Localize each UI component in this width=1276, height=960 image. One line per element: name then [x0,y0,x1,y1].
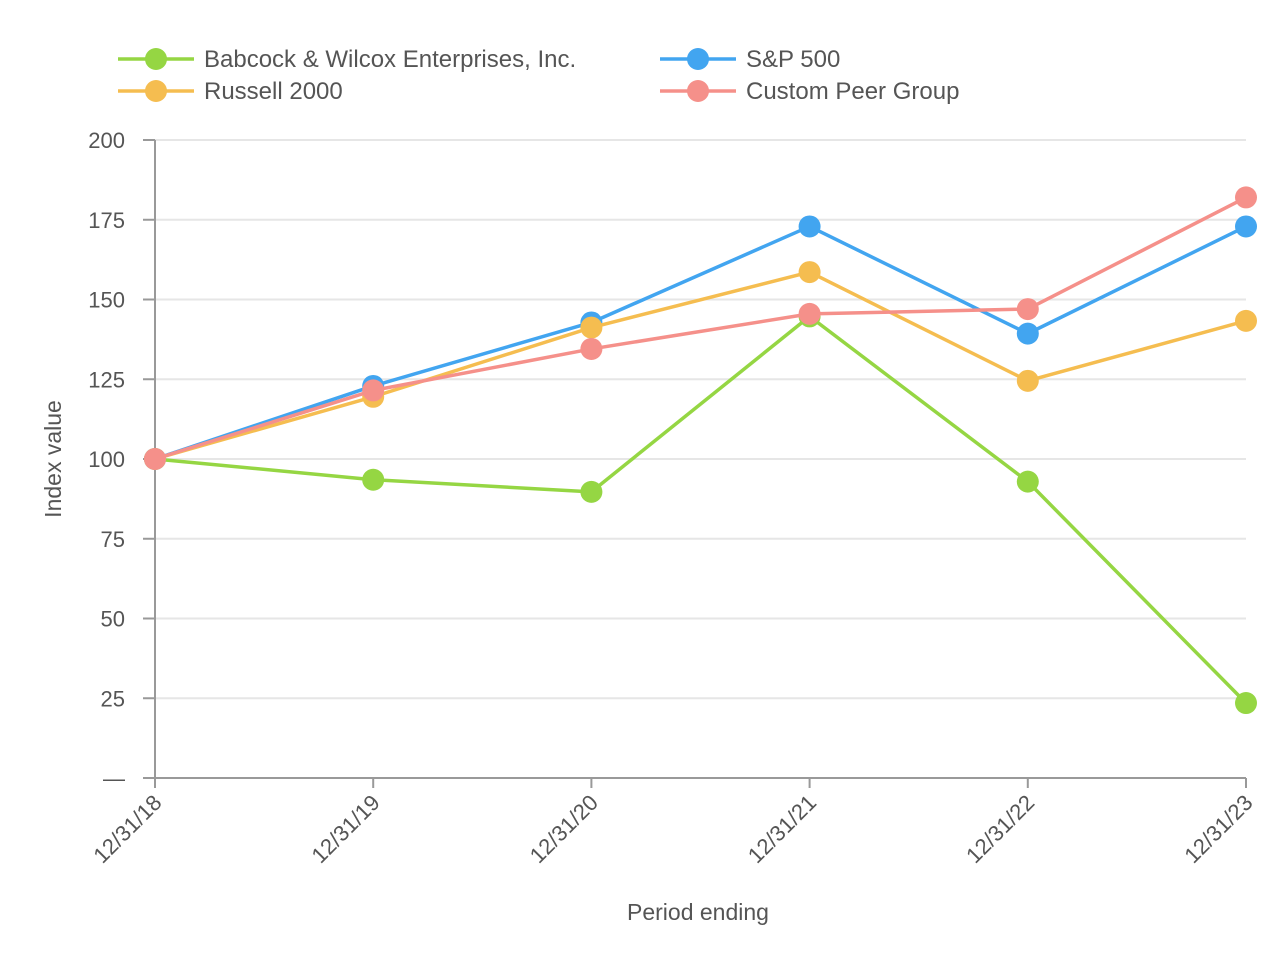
x-tick-label-5: 12/31/23 [1179,790,1257,868]
y-tick-label-150: 150 [88,288,125,313]
data-point-3-3[interactable] [798,302,821,325]
legend-swatch-marker-2 [145,80,167,102]
x-tick-label-0: 12/31/18 [88,790,166,868]
series-0 [144,305,1257,715]
data-point-0-1[interactable] [362,468,385,491]
legend-swatch-marker-1 [687,48,709,70]
data-point-3-1[interactable] [362,379,385,402]
data-point-2-3[interactable] [798,261,821,284]
x-tick-label-3: 12/31/21 [743,790,821,868]
data-point-2-4[interactable] [1016,369,1039,392]
legend-swatch-marker-0 [145,48,167,70]
legend-label-3: Custom Peer Group [746,78,959,105]
y-tick-label-25: 25 [101,686,125,711]
data-point-3-4[interactable] [1016,298,1039,321]
series-line-0 [154,314,1248,705]
legend-label-0: Babcock & Wilcox Enterprises, Inc. [204,46,576,73]
y-tick-label-0: — [103,766,125,791]
series-3 [144,186,1257,470]
x-ticks: 12/31/18 12/31/19 12/31/20 12/31/21 12/31/22… [88,778,1258,868]
y-tick-label-100: 100 [88,447,125,472]
data-point-1-5[interactable] [1235,215,1257,238]
y-axis-title: Index value [40,400,66,518]
data-point-0-4[interactable] [1016,470,1039,493]
legend-item-2[interactable]: Russell 2000 [118,78,343,105]
x-tick-label-2: 12/31/20 [525,790,603,868]
legend[interactable]: Babcock & Wilcox Enterprises, Inc. S&P 50… [118,46,959,105]
series-1 [144,215,1257,470]
series-2 [144,261,1257,470]
data-point-3-5[interactable] [1235,186,1257,209]
legend-item-3[interactable]: Custom Peer Group [660,78,959,105]
x-tick-label-1: 12/31/19 [307,790,385,868]
data-point-2-5[interactable] [1235,309,1257,332]
y-tick-label-125: 125 [88,367,125,392]
legend-item-1[interactable]: S&P 500 [660,46,840,73]
y-ticks: — 25 50 75 100 125 150 175 200 [88,128,155,791]
x-axis-title: Period ending [627,899,769,925]
data-point-1-3[interactable] [798,215,821,238]
data-point-3-0[interactable] [144,448,166,470]
data-point-1-4[interactable] [1016,322,1039,345]
y-tick-label-200: 200 [88,128,125,153]
data-point-0-5[interactable] [1235,692,1257,715]
data-point-3-2[interactable] [580,337,603,360]
x-tick-label-4: 12/31/22 [961,790,1039,868]
series-line-3 [154,195,1247,461]
data-point-2-2[interactable] [580,316,603,339]
gridlines [155,139,1246,700]
legend-label-1: S&P 500 [746,46,840,73]
y-tick-label-50: 50 [101,607,125,632]
legend-swatch-marker-3 [687,80,709,102]
series-line-2 [154,270,1247,461]
legend-item-0[interactable]: Babcock & Wilcox Enterprises, Inc. [118,46,576,73]
data-point-0-2[interactable] [580,480,603,503]
y-tick-label-75: 75 [101,527,125,552]
series-line-1 [154,224,1247,461]
legend-label-2: Russell 2000 [204,78,343,105]
series [144,186,1257,715]
y-tick-label-175: 175 [88,208,125,233]
